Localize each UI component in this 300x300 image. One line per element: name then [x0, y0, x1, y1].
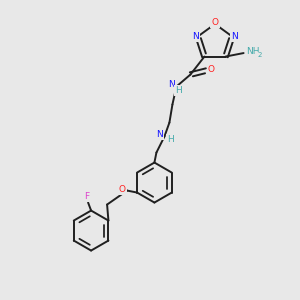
Text: O: O	[212, 18, 218, 27]
Text: F: F	[85, 192, 90, 201]
Text: N: N	[231, 32, 238, 41]
Text: NH: NH	[247, 47, 260, 56]
Text: H: H	[167, 135, 174, 144]
Text: 2: 2	[258, 52, 262, 58]
Text: O: O	[208, 65, 215, 74]
Text: O: O	[118, 185, 126, 194]
Text: N: N	[156, 130, 163, 139]
Text: N: N	[168, 80, 175, 89]
Text: N: N	[193, 32, 199, 41]
Text: H: H	[175, 86, 182, 95]
